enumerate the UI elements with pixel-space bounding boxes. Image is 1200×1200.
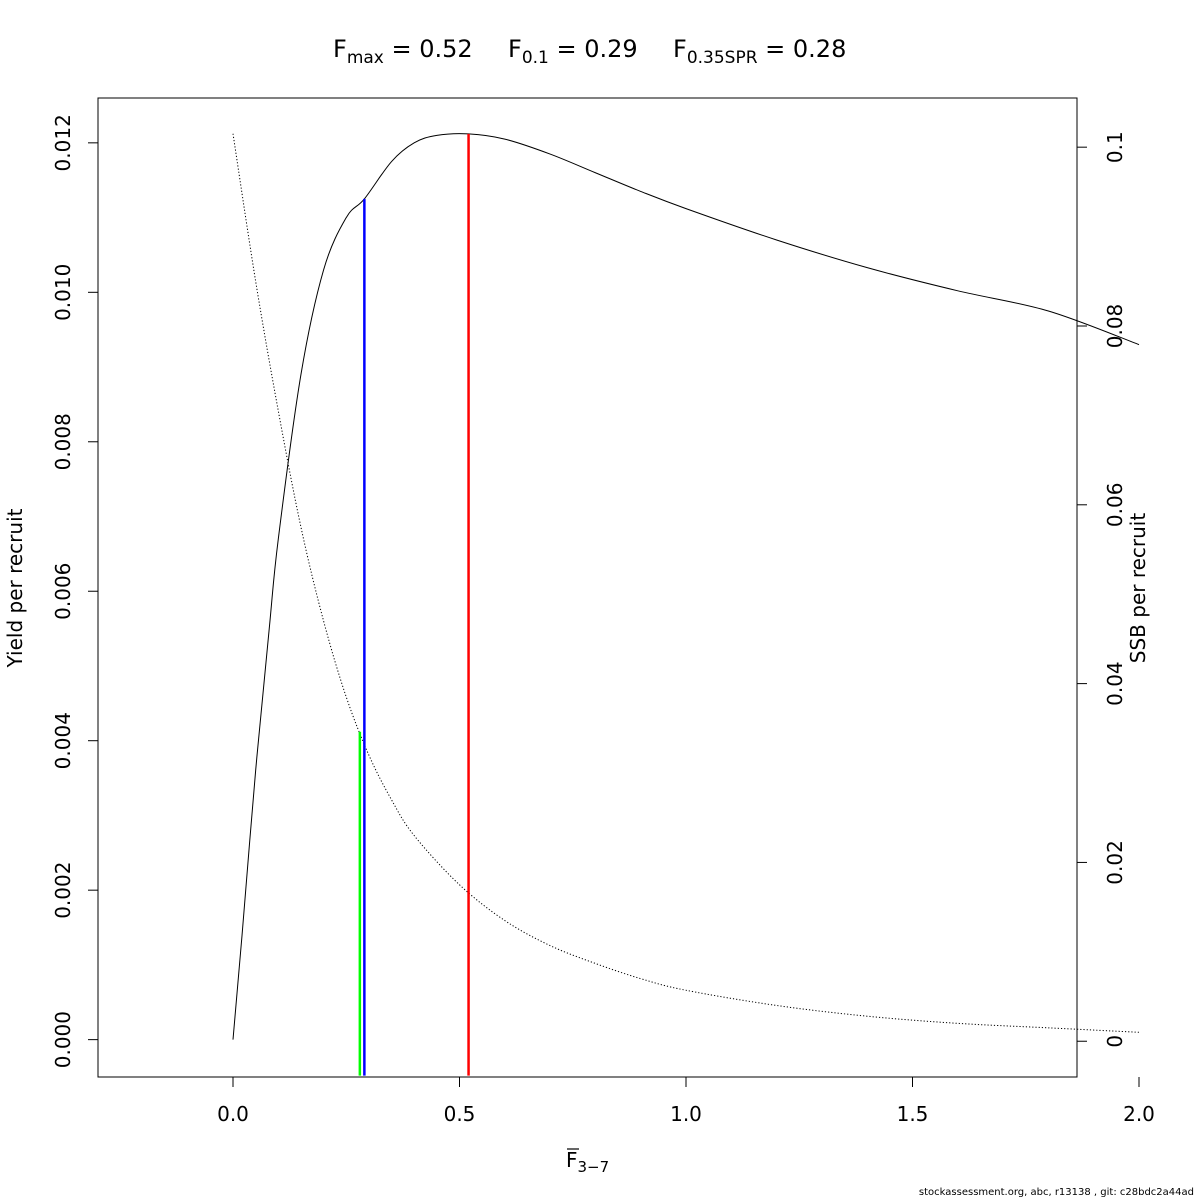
y-left-axis: 0.000 0.002 0.004 0.006 0.008 0.010 0.012	[51, 114, 98, 1068]
title-fmax-base: F	[333, 35, 347, 63]
x-tick-label: 2.0	[1123, 1102, 1155, 1126]
y-right-tick-label: 0.08	[1103, 304, 1127, 349]
y-right-axis: 0 0.02 0.04 0.06 0.08 0.1	[1077, 131, 1127, 1048]
y-right-axis-label: SSB per recruit	[1126, 513, 1150, 664]
y-right-tick-label: 0.1	[1103, 131, 1127, 163]
x-axis-label-base: F	[566, 1148, 578, 1172]
y-right-tick-label: 0.02	[1103, 840, 1127, 885]
title-f01-value: 0.29	[584, 35, 637, 63]
y-right-tick-label: 0.06	[1103, 483, 1127, 528]
y-left-tick-label: 0.004	[51, 712, 75, 769]
x-tick-label: 0.5	[444, 1102, 476, 1126]
title-f01-sub: 0.1	[522, 48, 549, 68]
y-right-tick-label: 0.04	[1103, 661, 1127, 706]
y-left-tick-label: 0.000	[51, 1011, 75, 1068]
title-fspr-base: F	[673, 35, 687, 63]
chart-title: Fmax = 0.52 F0.1 = 0.29 F0.35SPR = 0.28	[333, 35, 846, 68]
title-fspr-value: 0.28	[793, 35, 846, 63]
title-f01-base: F	[508, 35, 522, 63]
footer-note: stockassessment.org, abc, r13138 , git: …	[918, 1187, 1194, 1198]
y-left-tick-label: 0.002	[51, 862, 75, 919]
title-fmax-sub: max	[347, 48, 384, 68]
y-right-tick-label: 0	[1103, 1035, 1127, 1048]
x-axis-label-sub: 3−7	[578, 1158, 610, 1176]
ssb-series-line	[232, 133, 1140, 1033]
title-fspr-sub: 0.35SPR	[687, 48, 758, 68]
yield-series-line	[232, 133, 1140, 1040]
y-left-tick-label: 0.006	[51, 563, 75, 620]
x-tick-label: 1.5	[897, 1102, 929, 1126]
plot-frame	[97, 97, 1078, 1078]
y-left-tick-label: 0.012	[51, 114, 75, 171]
x-axis: 0.0 0.5 1.0 1.5 2.0	[217, 1077, 1155, 1126]
y-left-axis-label: Yield per recruit	[3, 508, 27, 668]
x-tick-label: 1.0	[670, 1102, 702, 1126]
reference-lines	[358, 133, 470, 1076]
x-tick-label: 0.0	[217, 1102, 249, 1126]
x-axis-label: F3−7	[566, 1148, 609, 1176]
series-layer	[232, 133, 1140, 1040]
y-left-tick-label: 0.008	[51, 413, 75, 470]
y-left-tick-label: 0.010	[51, 264, 75, 321]
title-fmax-value: 0.52	[419, 35, 472, 63]
